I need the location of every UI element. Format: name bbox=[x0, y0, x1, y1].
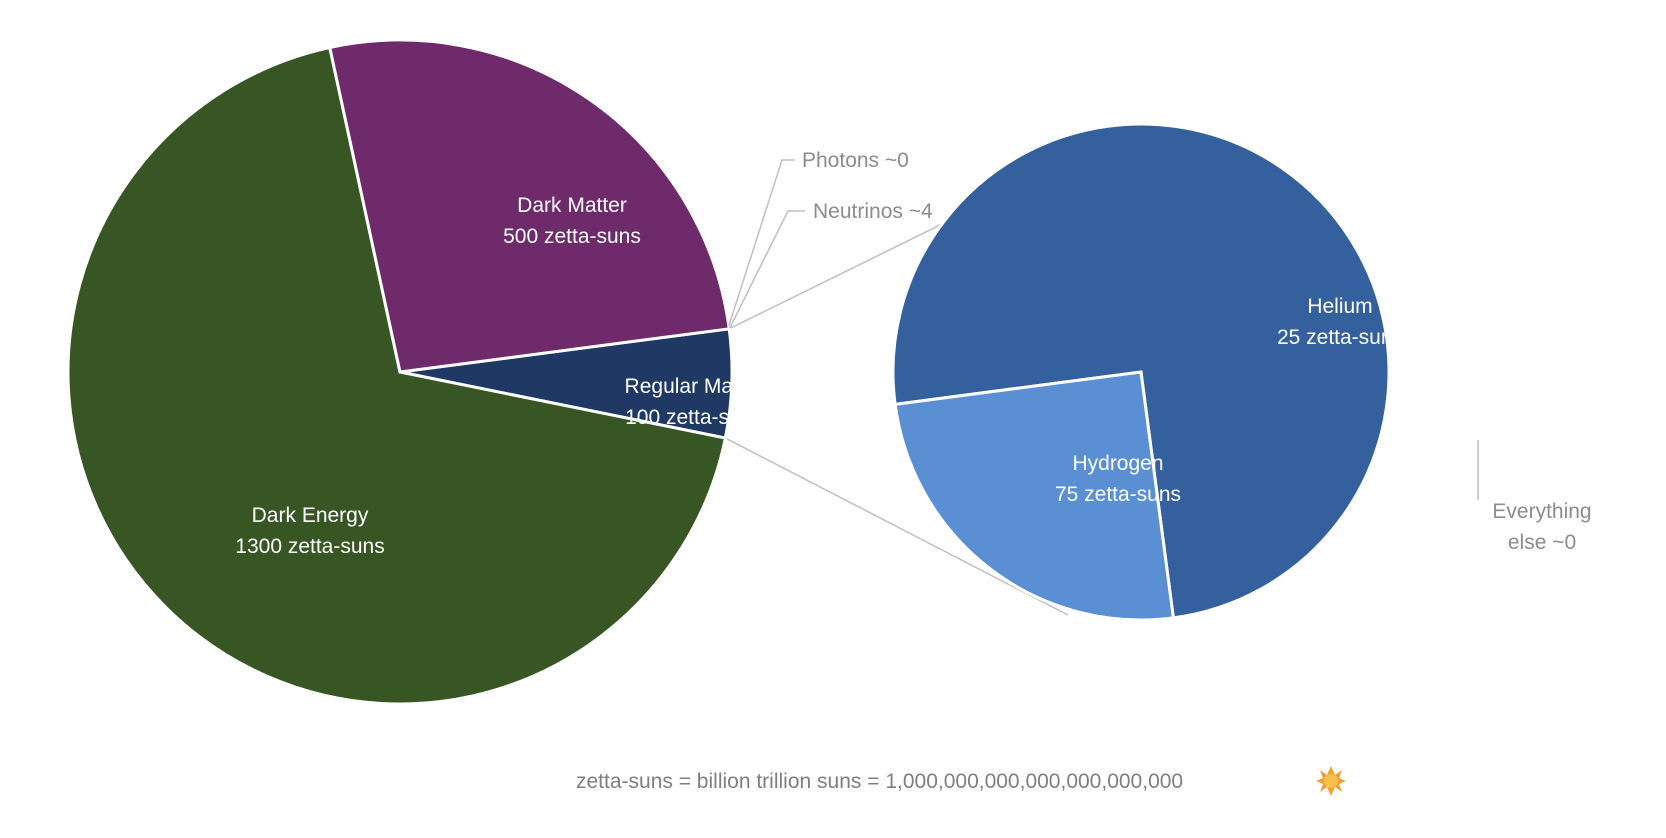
slice-label-dark-matter: Dark Matter bbox=[517, 194, 627, 217]
slice-label-photons: Photons ~0 bbox=[802, 149, 909, 172]
slice-label-everything-else-line1: Everything bbox=[1492, 500, 1591, 523]
slice-value-hydrogen: 75 zetta-suns bbox=[1055, 483, 1181, 506]
leader-line-photons bbox=[728, 159, 795, 327]
connector-line bbox=[725, 437, 1069, 616]
pie-slice-dark-matter bbox=[327, 38, 731, 374]
slice-value-dark-energy: 1300 zetta-suns bbox=[235, 535, 384, 558]
slice-label-regular-matter: Regular Matter bbox=[625, 375, 764, 398]
sub-pie bbox=[891, 122, 1391, 622]
footnote: zetta-suns = billion trillion suns = 1,0… bbox=[576, 770, 1183, 793]
main-pie bbox=[66, 38, 734, 706]
slice-label-helium: Helium bbox=[1307, 295, 1372, 318]
slice-label-dark-energy: Dark Energy bbox=[252, 504, 369, 527]
pie-slice-helium bbox=[893, 370, 1176, 622]
slice-value-dark-matter: 500 zetta-suns bbox=[503, 225, 641, 248]
pie-slice-dark-energy bbox=[66, 45, 728, 706]
slice-label-hydrogen: Hydrogen bbox=[1072, 452, 1163, 475]
leader-line-neutrinos bbox=[729, 210, 805, 329]
sun-icon bbox=[1316, 766, 1346, 796]
slice-label-neutrinos: Neutrinos ~4 bbox=[813, 200, 933, 223]
slice-value-regular-matter: 100 zetta-suns bbox=[625, 406, 763, 429]
slice-label-everything-else-line2: else ~0 bbox=[1508, 531, 1576, 554]
slice-value-helium: 25 zetta-suns bbox=[1277, 326, 1403, 349]
leader-lines bbox=[728, 159, 1479, 500]
